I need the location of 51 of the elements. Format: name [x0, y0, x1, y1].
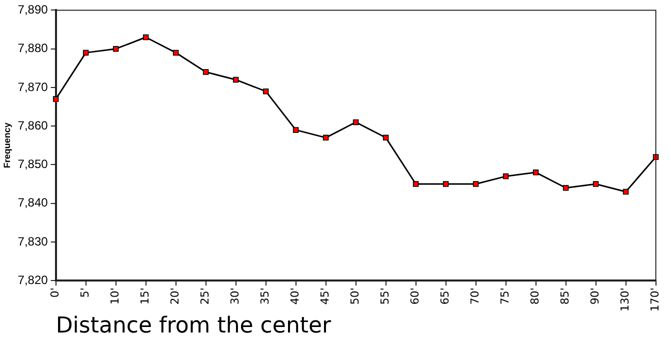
point [172, 50, 179, 56]
point [382, 134, 389, 141]
point [622, 188, 629, 195]
y-tick-label: 7,880 [18, 41, 48, 56]
y-tick-label: 7,870 [18, 80, 48, 94]
x-tick-label: 170' [648, 288, 662, 312]
point [112, 46, 119, 52]
x-tick-label: 15' [138, 288, 152, 305]
x-tick-label: 65' [438, 288, 452, 305]
point [202, 69, 209, 75]
x-tick-label: 5' [78, 288, 92, 298]
x-axis-title: Distance from the center [56, 314, 332, 339]
x-tick-label: 130' [618, 288, 632, 312]
x-tick-label: 10' [108, 288, 122, 305]
y-tick-label: 7,850 [18, 157, 48, 172]
point [442, 181, 449, 187]
x-tick-label: 25' [198, 288, 212, 305]
x-tick-label: 0' [48, 288, 62, 298]
point [592, 181, 599, 187]
point [322, 134, 329, 141]
point [142, 34, 149, 40]
x-tick-label: 20' [168, 288, 182, 305]
y-axis-title: Frequency [2, 122, 12, 168]
point [262, 88, 269, 94]
x-tick-label: 35' [258, 288, 272, 305]
point [352, 119, 359, 126]
x-tick-label: 45' [318, 288, 332, 305]
point [412, 181, 419, 187]
x-tick-label: 70' [468, 288, 482, 305]
point [532, 170, 539, 176]
x-tick-label: 55' [378, 288, 392, 305]
point [562, 185, 569, 191]
x-tick-label: 50' [348, 288, 362, 305]
point [232, 76, 239, 83]
x-tick-label: 60' [408, 288, 422, 305]
point [502, 173, 509, 180]
x-tick-label: 80' [528, 288, 542, 305]
point [472, 181, 479, 187]
y-tick-label: 7,860 [18, 118, 48, 132]
y-tick-label: 7,830 [18, 234, 48, 248]
point [52, 96, 59, 102]
y-tick-label: 7,840 [18, 196, 48, 210]
x-tick-label: 75' [498, 288, 512, 305]
point [82, 50, 89, 56]
y-tick-label: 7,820 [18, 272, 48, 287]
x-tick-label: 40' [288, 288, 302, 305]
x-tick-label: 90' [588, 288, 602, 305]
x-tick-label: 85' [558, 288, 572, 305]
x-tick-label: 30' [228, 288, 242, 305]
point [292, 127, 299, 133]
y-tick-label: 7,890 [18, 2, 48, 17]
